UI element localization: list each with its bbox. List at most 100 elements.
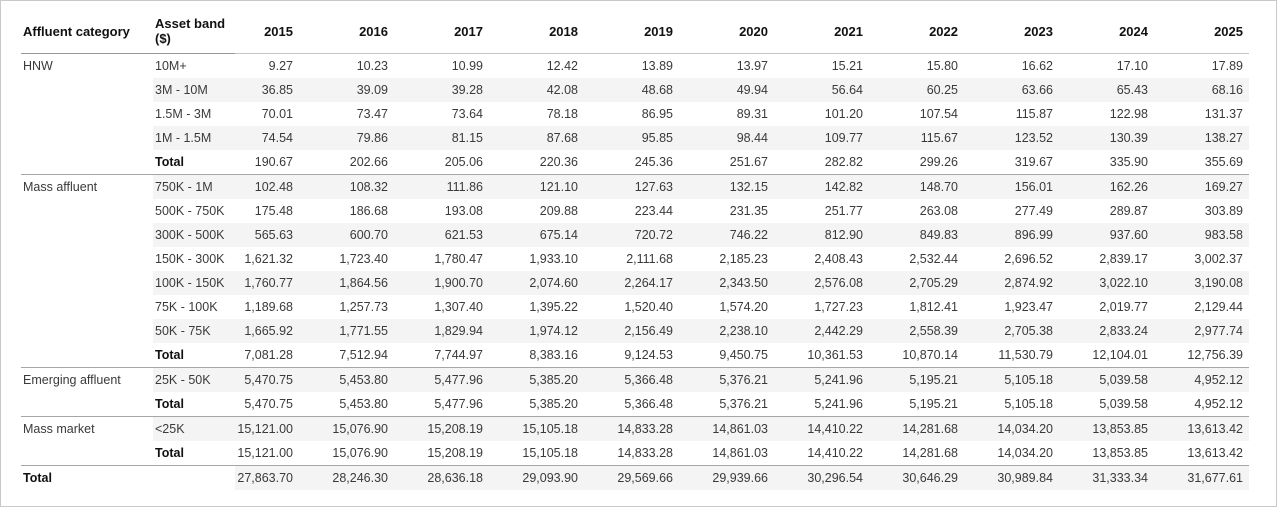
value-cell: 17.10 — [1059, 53, 1154, 78]
value-cell: 3,022.10 — [1059, 271, 1154, 295]
value-cell: 7,512.94 — [339, 348, 388, 362]
value-cell: 130.39 — [1059, 126, 1154, 150]
band-cell-300k-500k: 300K - 500K — [153, 223, 235, 247]
col-header-2022: 2022 — [869, 9, 964, 54]
value-cell: 14,861.03 — [679, 416, 774, 441]
col-header-2025: 2025 — [1154, 9, 1249, 54]
value-cell: 2,408.43 — [814, 252, 863, 266]
value-cell: 2,442.29 — [774, 319, 869, 343]
value-cell: 36.85 — [235, 78, 299, 102]
value-cell: 5,470.75 — [244, 397, 293, 411]
value-cell: 193.08 — [444, 204, 483, 218]
grand-total-value-cell: 29,093.90 — [489, 465, 584, 490]
grand-total-value-cell: 30,296.54 — [774, 465, 869, 490]
value-cell: 56.64 — [774, 78, 869, 102]
value-cell: 896.99 — [964, 223, 1059, 247]
value-cell: 127.63 — [584, 174, 679, 199]
value-cell: 89.31 — [736, 107, 768, 121]
value-cell: 5,195.21 — [909, 397, 958, 411]
value-cell: 11,530.79 — [998, 348, 1053, 362]
table-row: 3M - 10M 36.85 39.09 39.28 42.08 48.68 49.94 56… — [21, 78, 1249, 102]
value-cell: 15,105.18 — [489, 416, 584, 441]
value-cell: 675.14 — [489, 223, 584, 247]
value-cell: 2,833.24 — [1059, 319, 1154, 343]
table-row: 500K - 750K 175.48 186.68 193.08 209.88 223.4… — [21, 199, 1249, 223]
value-cell: 10.23 — [299, 53, 394, 78]
value-cell: 2,705.29 — [869, 271, 964, 295]
grand-total-value-cell: 29,939.66 — [679, 465, 774, 490]
value-cell: 108.32 — [299, 174, 394, 199]
value-cell: 5,039.58 — [1099, 397, 1148, 411]
value-cell: 16.62 — [964, 53, 1059, 78]
value-cell: 2,532.44 — [909, 252, 958, 266]
col-header-2015: 2015 — [235, 9, 299, 54]
value-cell: 1,723.40 — [339, 252, 388, 266]
value-cell: 3,190.08 — [1154, 271, 1249, 295]
value-cell: 5,366.48 — [584, 367, 679, 392]
band-cell-total: Total — [155, 155, 184, 169]
value-cell: 2,839.17 — [1099, 252, 1148, 266]
value-cell: 2,576.08 — [774, 271, 869, 295]
value-cell: 5,477.96 — [394, 367, 489, 392]
value-cell: 5,376.21 — [679, 367, 774, 392]
value-cell: 1,520.40 — [624, 300, 673, 314]
value-cell: 205.06 — [444, 155, 483, 169]
value-cell: 3,002.37 — [1194, 252, 1243, 266]
value-cell: 812.90 — [774, 223, 869, 247]
value-cell: 15,121.00 — [237, 446, 293, 460]
value-cell: 39.09 — [299, 78, 394, 102]
value-cell: 1,257.73 — [339, 300, 388, 314]
band-cell-50k-75k: 50K - 75K — [153, 319, 235, 343]
band-cell-1-5m-3m: 1.5M - 3M — [155, 107, 212, 121]
category-cell-emerging-affluent: Emerging affluent — [21, 367, 153, 417]
value-cell: 5,195.21 — [869, 367, 964, 392]
value-cell: 14,861.03 — [712, 446, 768, 460]
value-cell: 1,727.23 — [814, 300, 863, 314]
value-cell: 1,395.22 — [529, 300, 578, 314]
value-cell: 1,933.10 — [529, 252, 578, 266]
value-cell: 131.37 — [1204, 107, 1243, 121]
value-cell: 60.25 — [869, 78, 964, 102]
value-cell: 15,076.90 — [299, 416, 394, 441]
value-cell: 42.08 — [489, 78, 584, 102]
value-cell: 15,208.19 — [394, 416, 489, 441]
table-row: Total 15,121.00 15,076.90 15,208.19 15,105.1… — [21, 441, 1249, 466]
value-cell: 14,833.28 — [584, 416, 679, 441]
table-row: Mass affluent 750K - 1M 102.48 108.32 111.86… — [21, 174, 1249, 368]
table-header: Affluent category Asset band ($) 2015 2016 2… — [21, 9, 1249, 54]
col-header-2016: 2016 — [299, 9, 394, 54]
col-header-2024: 2024 — [1059, 9, 1154, 54]
value-cell: 17.89 — [1154, 53, 1249, 78]
value-cell: 746.22 — [679, 223, 774, 247]
value-cell: 74.54 — [235, 126, 299, 150]
col-header-affluent-category: Affluent category — [21, 9, 153, 54]
value-cell: 7,744.97 — [434, 348, 483, 362]
value-cell: 2,696.52 — [1004, 252, 1053, 266]
value-cell: 148.70 — [869, 174, 964, 199]
value-cell: 13,853.85 — [1092, 446, 1148, 460]
value-cell: 68.16 — [1154, 78, 1249, 102]
value-cell: 5,470.75 — [235, 367, 299, 392]
value-cell: 111.86 — [394, 174, 489, 199]
header-row: Affluent category Asset band ($) 2015 2016 2… — [21, 9, 1249, 54]
col-header-2020: 2020 — [679, 9, 774, 54]
value-cell: 1,665.92 — [235, 319, 299, 343]
value-cell: 87.68 — [489, 126, 584, 150]
col-header-2023: 2023 — [964, 9, 1059, 54]
grand-total-value-cell: 28,246.30 — [299, 465, 394, 490]
value-cell: 4,952.12 — [1194, 397, 1243, 411]
value-cell: 8,383.16 — [529, 348, 578, 362]
value-cell: 1,864.56 — [299, 271, 394, 295]
value-cell: 5,241.96 — [774, 367, 869, 392]
value-cell: 621.53 — [394, 223, 489, 247]
value-cell: 12,104.01 — [1092, 348, 1148, 362]
value-cell: 13,613.42 — [1154, 416, 1249, 441]
value-cell: 14,410.22 — [807, 446, 863, 460]
value-cell: 86.95 — [641, 107, 673, 121]
band-cell-10m: 10M+ — [153, 53, 235, 78]
value-cell: 355.69 — [1204, 155, 1243, 169]
value-cell: 15,076.90 — [332, 446, 388, 460]
grand-total-value-cell: 27,863.70 — [235, 465, 299, 490]
value-cell: 5,376.21 — [719, 397, 768, 411]
value-cell: 5,105.18 — [964, 367, 1059, 392]
